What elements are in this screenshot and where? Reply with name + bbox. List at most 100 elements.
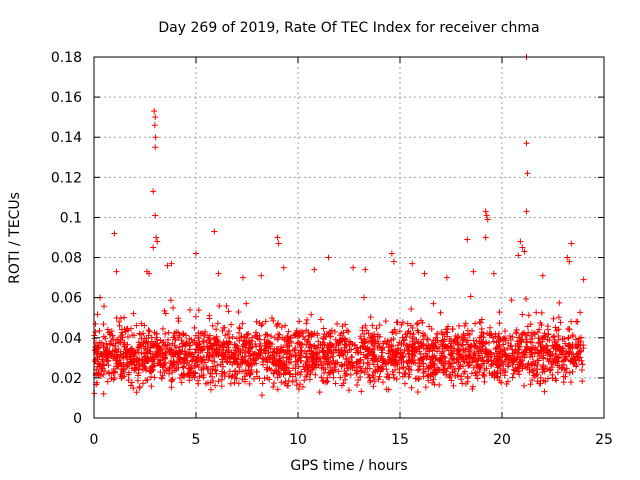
data-point bbox=[157, 361, 164, 368]
data-point bbox=[193, 346, 200, 353]
data-point bbox=[298, 357, 305, 364]
data-point bbox=[303, 320, 310, 327]
data-point bbox=[406, 371, 413, 378]
data-point bbox=[303, 371, 310, 378]
data-point bbox=[450, 382, 457, 389]
data-point bbox=[401, 347, 408, 354]
data-point bbox=[577, 354, 584, 361]
data-point bbox=[145, 327, 152, 334]
data-point bbox=[523, 208, 530, 215]
data-point bbox=[438, 338, 445, 345]
data-point bbox=[370, 352, 377, 359]
data-point bbox=[495, 330, 502, 337]
data-point bbox=[291, 332, 298, 339]
data-point bbox=[476, 365, 483, 372]
data-point bbox=[301, 366, 308, 373]
data-point bbox=[370, 333, 377, 340]
data-point bbox=[389, 329, 396, 336]
data-point bbox=[562, 369, 569, 376]
data-point bbox=[507, 337, 514, 344]
data-point bbox=[151, 108, 158, 115]
data-point bbox=[448, 364, 455, 371]
data-point bbox=[209, 366, 216, 373]
data-point bbox=[361, 330, 368, 337]
data-point bbox=[120, 350, 127, 357]
data-point bbox=[534, 370, 541, 377]
data-point bbox=[529, 377, 536, 384]
data-point bbox=[544, 323, 551, 330]
data-point bbox=[482, 234, 489, 241]
y-tick-label: 0.04 bbox=[51, 331, 82, 347]
data-point bbox=[273, 369, 280, 376]
data-point bbox=[222, 332, 229, 339]
data-point bbox=[264, 364, 271, 371]
data-point bbox=[423, 353, 430, 360]
data-point bbox=[124, 341, 131, 348]
data-point bbox=[438, 350, 445, 357]
data-point bbox=[563, 353, 570, 360]
data-point bbox=[405, 373, 412, 380]
data-point bbox=[544, 336, 551, 343]
data-point bbox=[118, 329, 125, 336]
data-point bbox=[292, 371, 299, 378]
data-point bbox=[404, 320, 411, 327]
data-point bbox=[239, 347, 246, 354]
data-point bbox=[579, 361, 586, 368]
data-point bbox=[280, 264, 287, 271]
data-point bbox=[153, 336, 160, 343]
data-point bbox=[400, 337, 407, 344]
data-point bbox=[151, 374, 158, 381]
data-point bbox=[398, 359, 405, 366]
data-point bbox=[292, 365, 299, 372]
data-point bbox=[148, 383, 155, 390]
data-point bbox=[477, 334, 484, 341]
data-point bbox=[481, 360, 488, 367]
data-point bbox=[353, 364, 360, 371]
data-point bbox=[345, 328, 352, 335]
data-point bbox=[298, 350, 305, 357]
data-point bbox=[427, 373, 434, 380]
data-point bbox=[449, 326, 456, 333]
data-point bbox=[347, 371, 354, 378]
data-point bbox=[326, 340, 333, 347]
data-point bbox=[378, 353, 385, 360]
data-point bbox=[496, 377, 503, 384]
data-point bbox=[241, 337, 248, 344]
x-axis-label: GPS time / hours bbox=[290, 458, 407, 474]
data-point bbox=[213, 370, 220, 377]
data-point bbox=[487, 362, 494, 369]
data-point bbox=[325, 254, 332, 261]
data-point bbox=[275, 334, 282, 341]
data-point bbox=[393, 376, 400, 383]
data-point bbox=[152, 134, 159, 141]
data-point bbox=[501, 327, 508, 334]
data-point bbox=[494, 364, 501, 371]
data-point bbox=[164, 262, 171, 269]
data-point bbox=[334, 320, 341, 327]
data-point bbox=[408, 384, 415, 391]
data-point bbox=[125, 327, 132, 334]
data-point bbox=[225, 353, 232, 360]
data-point bbox=[131, 361, 138, 368]
data-point bbox=[221, 324, 228, 331]
y-tick-label: 0.16 bbox=[51, 90, 82, 106]
data-point bbox=[488, 361, 495, 368]
data-point bbox=[371, 353, 378, 360]
data-point bbox=[111, 374, 118, 381]
data-point bbox=[296, 332, 303, 339]
data-point bbox=[569, 341, 576, 348]
data-point bbox=[312, 371, 319, 378]
data-point bbox=[434, 364, 441, 371]
data-point bbox=[439, 358, 446, 365]
data-point bbox=[195, 307, 202, 314]
data-point bbox=[275, 240, 282, 247]
data-point bbox=[242, 359, 249, 366]
data-point bbox=[569, 331, 576, 338]
data-point bbox=[92, 328, 99, 335]
data-point bbox=[473, 345, 480, 352]
data-point bbox=[311, 266, 318, 273]
data-point bbox=[378, 346, 385, 353]
data-point bbox=[474, 375, 481, 382]
x-tick-label: 5 bbox=[192, 432, 201, 448]
